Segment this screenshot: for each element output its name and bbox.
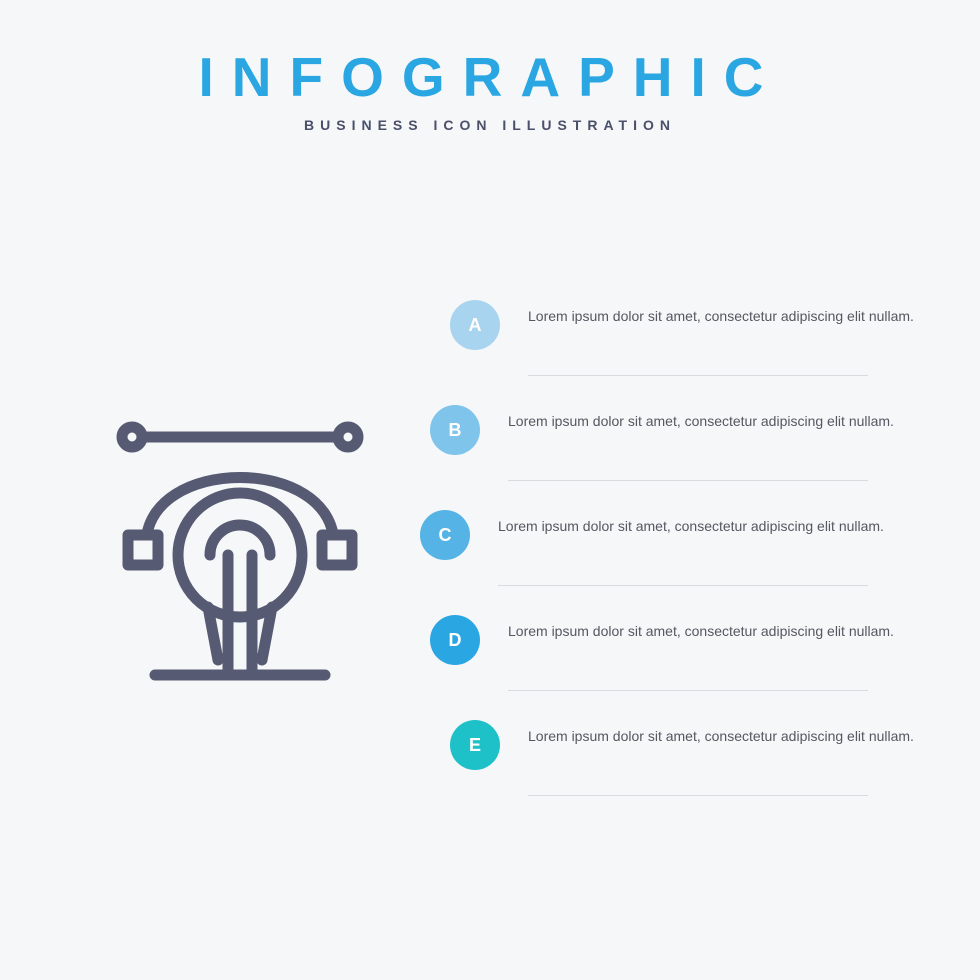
step-text-a: Lorem ipsum dolor sit amet, consectetur … bbox=[528, 306, 918, 326]
main-content: A Lorem ipsum dolor sit amet, consectetu… bbox=[0, 300, 980, 860]
step-label: B bbox=[449, 420, 462, 441]
separator bbox=[528, 795, 868, 796]
header: INFOGRAPHIC BUSINESS ICON ILLUSTRATION bbox=[0, 0, 980, 133]
step-text-d: Lorem ipsum dolor sit amet, consectetur … bbox=[508, 621, 898, 641]
page-subtitle: BUSINESS ICON ILLUSTRATION bbox=[0, 117, 980, 133]
separator bbox=[528, 375, 868, 376]
lightbulb-vector-icon bbox=[110, 415, 370, 695]
separator bbox=[508, 480, 868, 481]
step-badge-e: E bbox=[450, 720, 500, 770]
step-label: E bbox=[469, 735, 481, 756]
step-badge-a: A bbox=[450, 300, 500, 350]
separator bbox=[498, 585, 868, 586]
step-text-b: Lorem ipsum dolor sit amet, consectetur … bbox=[508, 411, 898, 431]
step-label: A bbox=[469, 315, 482, 336]
step-label: D bbox=[449, 630, 462, 651]
step-badge-d: D bbox=[430, 615, 480, 665]
step-label: C bbox=[439, 525, 452, 546]
step-badge-c: C bbox=[420, 510, 470, 560]
page-title: INFOGRAPHIC bbox=[0, 45, 980, 109]
step-text-e: Lorem ipsum dolor sit amet, consectetur … bbox=[528, 726, 918, 746]
step-text-c: Lorem ipsum dolor sit amet, consectetur … bbox=[498, 516, 888, 536]
separator bbox=[508, 690, 868, 691]
step-badge-b: B bbox=[430, 405, 480, 455]
